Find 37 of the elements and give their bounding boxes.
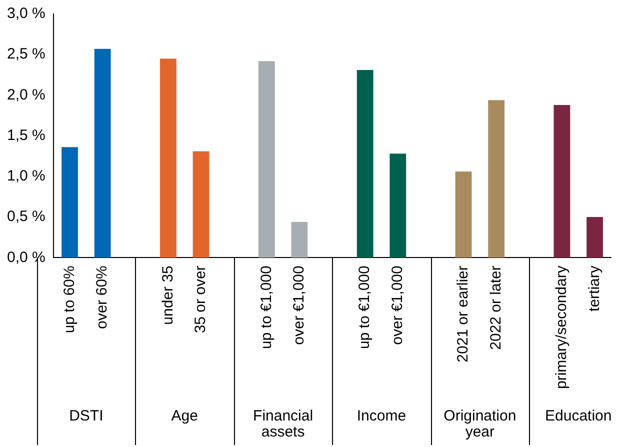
x-tick-label: tertiary xyxy=(586,265,603,312)
text: Education xyxy=(545,408,612,425)
x-tick-label: over €1,000 xyxy=(389,266,406,345)
text: Financial assets xyxy=(253,408,314,441)
bar xyxy=(488,100,505,258)
bar xyxy=(586,217,603,258)
bar xyxy=(160,58,176,258)
x-tick-label: primary/secondary xyxy=(553,265,570,390)
bar xyxy=(455,172,472,258)
bar xyxy=(291,222,308,258)
y-tick-label: 2,0 % xyxy=(7,86,46,104)
text: Origination year xyxy=(444,408,516,441)
x-tick-label: up to 60% xyxy=(60,266,78,334)
bar xyxy=(192,151,210,258)
x-tick-label: 35 or over xyxy=(192,266,210,334)
y-tick-label: 1,0 % xyxy=(7,168,46,185)
bar xyxy=(554,104,570,258)
bar xyxy=(258,61,275,258)
x-tick-label: over €1,000 xyxy=(290,266,308,345)
y-tick-label: 1,5 % xyxy=(7,126,46,144)
x-tick-label: up to €1,000 xyxy=(356,266,374,350)
x-tick-label: under 35 xyxy=(159,266,176,325)
bar xyxy=(390,154,406,258)
x-tick-label: 2022 or later xyxy=(487,266,504,350)
text: Age xyxy=(171,408,198,425)
x-tick-label: over 60% xyxy=(94,266,111,329)
bar xyxy=(94,48,111,258)
bar xyxy=(356,70,374,258)
y-tick-label: 3,0 % xyxy=(7,5,46,22)
x-tick-label: 2021 or earlier xyxy=(454,266,472,362)
x-tick-label: up to €1,000 xyxy=(258,266,275,350)
y-tick-label: 0,0 % xyxy=(7,248,46,266)
y-tick-label: 0,5 % xyxy=(7,208,46,226)
text: Income xyxy=(356,408,406,425)
text: DSTI xyxy=(69,408,104,425)
y-tick-label: 2,5 % xyxy=(7,46,46,63)
bar xyxy=(62,147,78,258)
